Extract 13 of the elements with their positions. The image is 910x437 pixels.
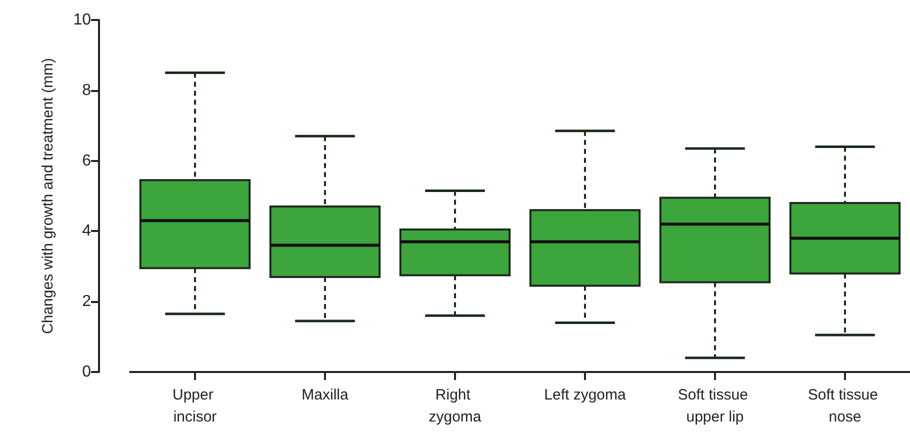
x-tick-label: Maxilla [302, 386, 349, 404]
x-tick-label: Upper incisor [172, 386, 218, 426]
x-tick-label: Right zygoma [428, 386, 482, 426]
x-tick-label: Left zygoma [544, 386, 627, 404]
y-axis-title: Changes with growth and treatment (mm) [40, 58, 56, 334]
y-tick-label: 2 [82, 293, 92, 310]
y-tick-label: 6 [82, 152, 92, 170]
x-tick-label: Soft tissue upper lip [678, 386, 752, 426]
y-tick-label: 4 [82, 222, 92, 240]
y-tick-label: 8 [82, 82, 92, 99]
y-tick-label: 10 [73, 12, 92, 28]
x-tick-label: Soft tissue nose [808, 386, 882, 426]
y-tick-label: 0 [82, 364, 92, 380]
